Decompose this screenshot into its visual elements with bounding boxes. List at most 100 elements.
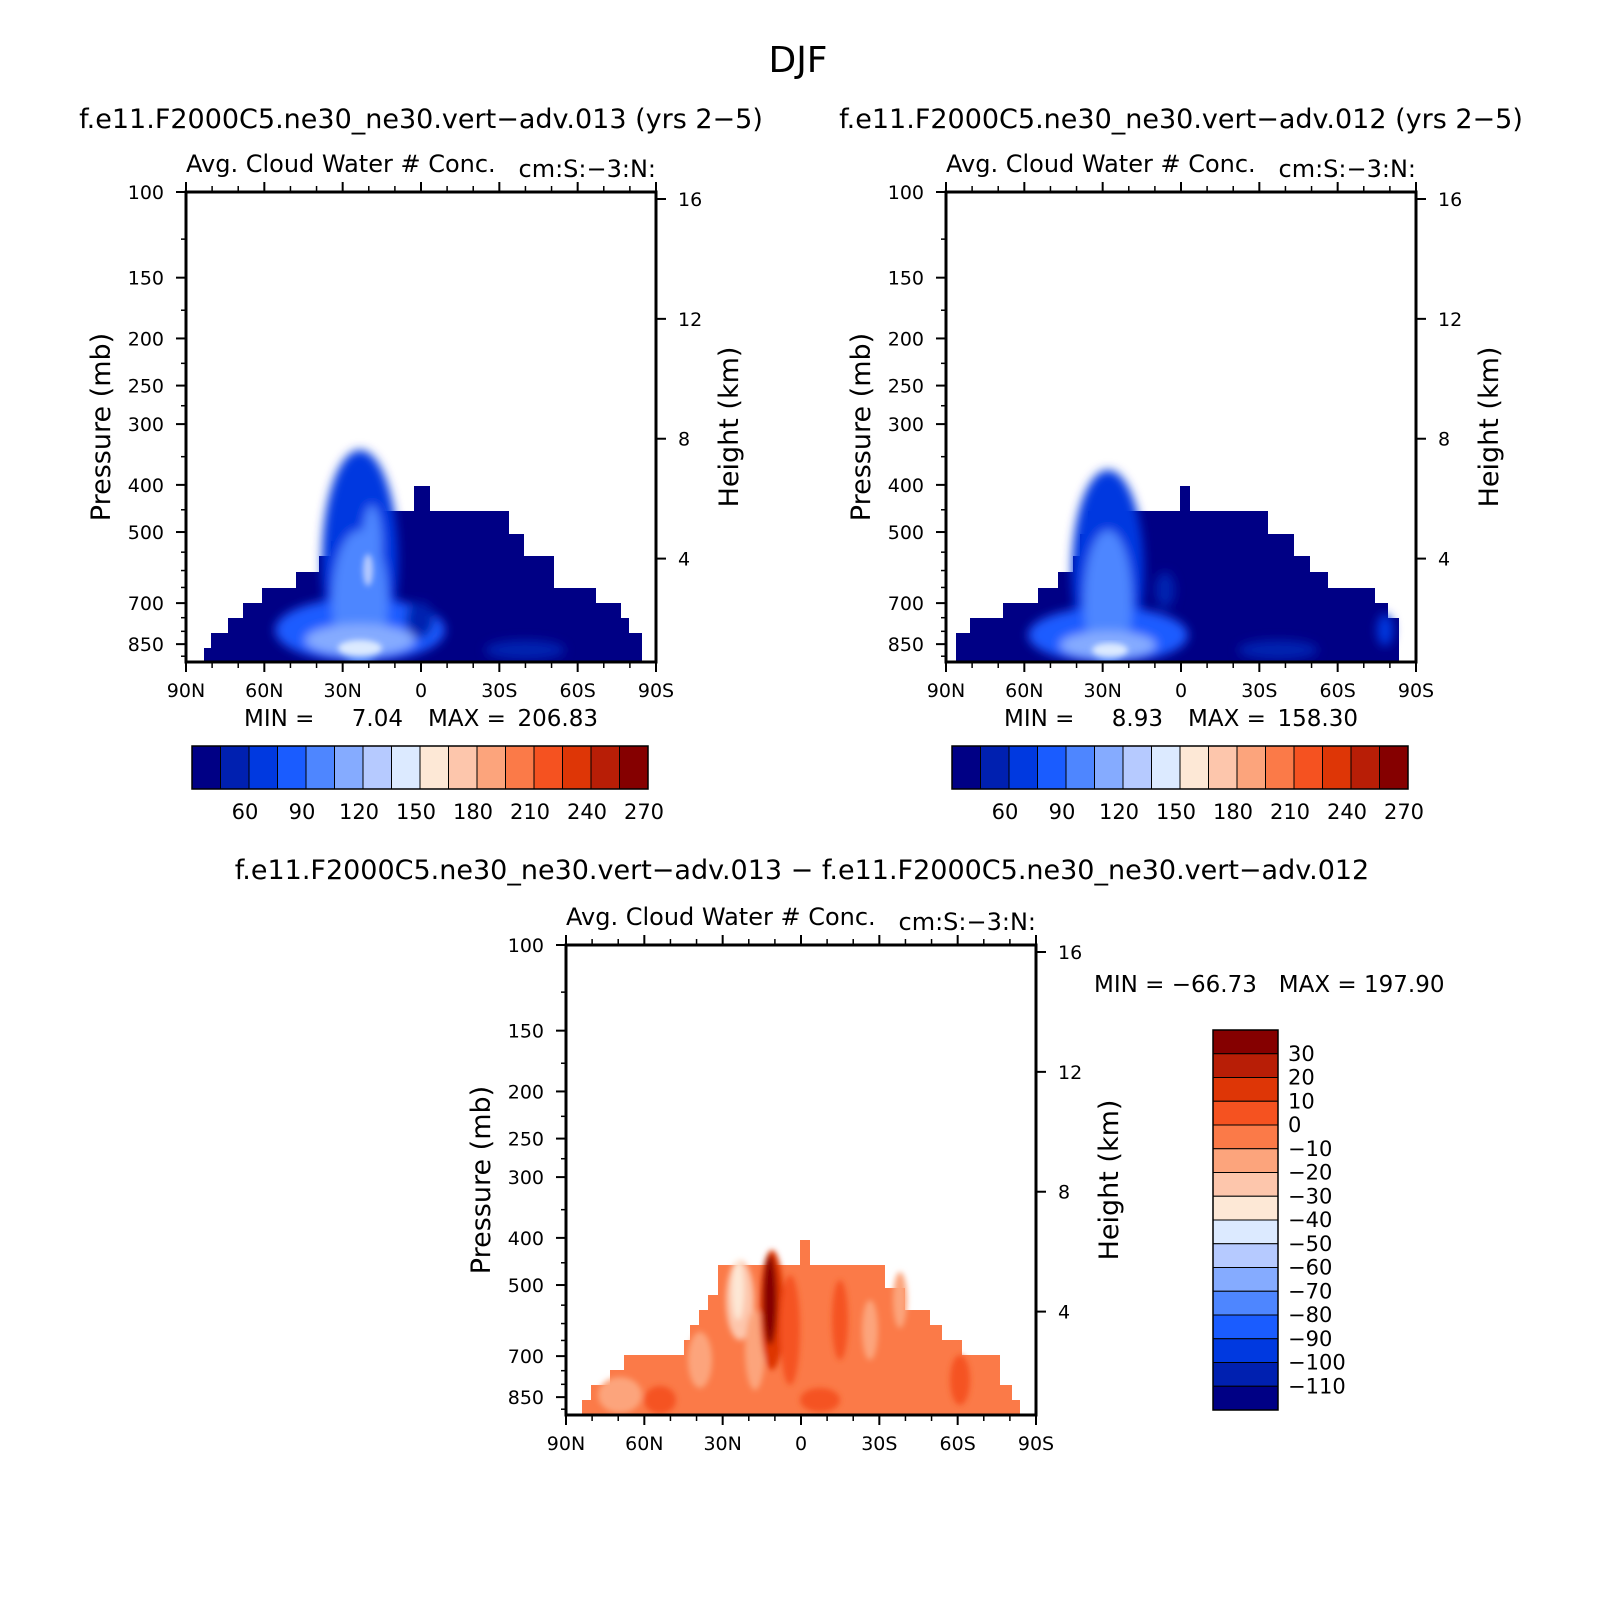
colorbar-swatch	[248, 745, 278, 790]
panel-1-blob	[406, 602, 434, 638]
x-tick-label: 90N	[547, 1433, 585, 1455]
panel-3-blob	[644, 1386, 676, 1414]
colorbar-label: −50	[1288, 1232, 1332, 1256]
panel-1-colorbar: 60 90 120 150 180 210 240 270	[191, 745, 664, 824]
colorbar-swatch	[1212, 1148, 1279, 1173]
colorbar-label: 60	[232, 800, 259, 824]
panel-2-min-value: 8.93	[1112, 706, 1163, 732]
colorbar-label: −40	[1288, 1208, 1332, 1232]
colorbar-swatch	[1236, 745, 1266, 790]
colorbar-swatch	[1212, 1385, 1279, 1411]
panel-2-min-label: MIN =	[1004, 706, 1074, 732]
y-tick-label: 100	[128, 182, 164, 204]
colorbar-swatch	[391, 745, 421, 790]
panel-1-field	[204, 450, 642, 662]
y-tick-label: 850	[128, 634, 164, 656]
panel-1-blob	[485, 640, 565, 660]
panel-1-min-value: 7.04	[352, 706, 403, 732]
y-tick-label: 150	[128, 268, 164, 290]
panel-2-field	[956, 470, 1399, 662]
colorbar-swatch	[590, 745, 620, 790]
x-tick-label: 30S	[1241, 680, 1277, 702]
panel-3: f.e11.F2000C5.ne30_ne30.vert−adv.013 − f…	[235, 855, 1445, 1455]
colorbar-label: 20	[1288, 1066, 1315, 1090]
colorbar-swatch	[448, 745, 478, 790]
panel-1: f.e11.F2000C5.ne30_ne30.vert−adv.013 (yr…	[79, 104, 763, 824]
y-right-tick-label: 4	[1058, 1302, 1070, 1324]
panel-1-ylabel: Pressure (mb)	[86, 333, 117, 521]
panel-3-blob	[862, 1300, 878, 1360]
colorbar-swatch	[1212, 1124, 1279, 1150]
colorbar-swatch	[1212, 1053, 1279, 1078]
panel-1-ticks: 100 150 200 250 300 400 500 700 850 16 12 8 4 90N 60N 3…	[128, 182, 702, 702]
x-tick-label: 90N	[927, 680, 965, 702]
colorbar-swatch	[1094, 745, 1124, 790]
colorbar-swatch	[334, 745, 364, 790]
panel-3-minmax: MIN = −66.73 MAX = 197.90	[1094, 972, 1444, 998]
y-right-tick-label: 16	[1058, 942, 1082, 964]
colorbar-label: −60	[1288, 1256, 1332, 1280]
panel-3-ylabel: Pressure (mb)	[466, 1086, 497, 1274]
y-tick-label: 250	[888, 376, 924, 398]
y-tick-label: 300	[508, 1167, 544, 1189]
panel-3-blob	[780, 1275, 800, 1385]
y-tick-label: 150	[888, 268, 924, 290]
colorbar-label: 270	[624, 800, 664, 824]
panel-3-blob	[745, 1310, 765, 1390]
colorbar-swatch	[1208, 745, 1238, 790]
y-tick-label: 300	[888, 414, 924, 436]
colorbar-swatch	[1008, 745, 1038, 790]
y-right-tick-label: 12	[678, 309, 702, 331]
y-tick-label: 850	[508, 1387, 544, 1409]
y-tick-label: 500	[508, 1275, 544, 1297]
colorbar-swatch	[476, 745, 506, 790]
panel-2-blob	[1238, 640, 1318, 660]
colorbar-label: 240	[1327, 800, 1367, 824]
x-tick-label: 90S	[638, 680, 674, 702]
panel-3-blob	[598, 1377, 642, 1413]
panel-2-colorbar: 60 90 120 150 180 210 240 270	[951, 745, 1424, 824]
colorbar-swatch	[1122, 745, 1152, 790]
y-tick-label: 400	[128, 475, 164, 497]
colorbar-label: −90	[1288, 1327, 1332, 1351]
colorbar-swatch	[1212, 1100, 1279, 1126]
panel-2-blob	[1155, 572, 1175, 608]
colorbar-label: 60	[992, 800, 1019, 824]
panel-1-units: cm:S:−3:N:	[519, 155, 656, 183]
panel-1-blob	[338, 640, 382, 656]
colorbar-swatch	[1212, 1314, 1279, 1340]
colorbar-label: 150	[396, 800, 436, 824]
x-tick-label: 90S	[1398, 680, 1434, 702]
panel-1-min-label: MIN =	[244, 706, 314, 732]
y-tick-label: 850	[888, 634, 924, 656]
colorbar-label: 180	[453, 800, 493, 824]
colorbar-label: 120	[339, 800, 379, 824]
y-right-tick-label: 8	[678, 429, 690, 451]
y-right-tick-label: 16	[1438, 189, 1462, 211]
figure-title: DJF	[768, 40, 827, 81]
colorbar-swatch	[1212, 1219, 1279, 1245]
y-right-tick-label: 12	[1058, 1062, 1082, 1084]
colorbar-swatch	[220, 745, 250, 790]
colorbar-swatch	[1212, 1362, 1279, 1387]
colorbar-label: 120	[1099, 800, 1139, 824]
panel-2-blob	[1377, 614, 1393, 646]
y-tick-label: 250	[128, 376, 164, 398]
panel-2-max-label: MAX =	[1188, 706, 1266, 732]
colorbar-swatch	[1037, 745, 1067, 790]
panel-3-blob	[688, 1332, 712, 1388]
panel-3-blob	[763, 1255, 777, 1345]
y-right-tick-label: 4	[1438, 549, 1450, 571]
y-tick-label: 400	[508, 1228, 544, 1250]
colorbar-swatch	[1212, 1077, 1279, 1102]
panel-2: f.e11.F2000C5.ne30_ne30.vert−adv.012 (yr…	[839, 104, 1523, 824]
x-tick-label: 90N	[167, 680, 205, 702]
x-tick-label: 90S	[1018, 1433, 1054, 1455]
colorbar-label: 90	[289, 800, 316, 824]
x-tick-label: 0	[795, 1433, 807, 1455]
y-tick-label: 700	[128, 593, 164, 615]
x-tick-label: 30S	[861, 1433, 897, 1455]
colorbar-label: −20	[1288, 1161, 1332, 1185]
panel-1-case-title: f.e11.F2000C5.ne30_ne30.vert−adv.013 (yr…	[79, 104, 763, 135]
